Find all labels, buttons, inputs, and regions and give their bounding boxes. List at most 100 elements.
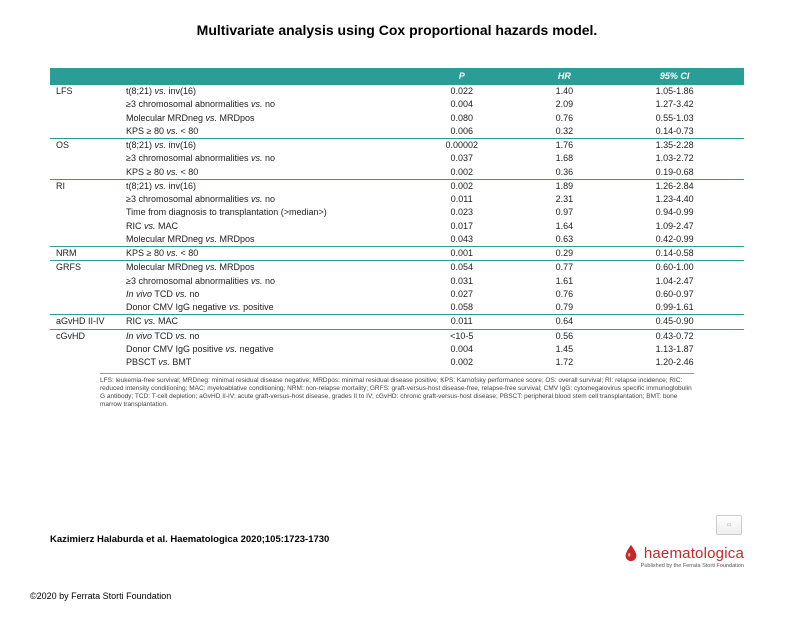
group-label <box>50 233 120 247</box>
cell-hr: 1.76 <box>523 139 605 153</box>
table-row: NRMKPS ≥ 80 vs. < 800.0010.290.14-0.58 <box>50 247 744 261</box>
variable-desc: Donor CMV IgG negative vs. positive <box>120 301 400 315</box>
cell-p: 0.037 <box>400 152 523 165</box>
copyright-text: ©2020 by Ferrata Storti Foundation <box>30 591 171 601</box>
cell-ci: 1.35-2.28 <box>605 139 744 153</box>
cell-ci: 1.27-3.42 <box>605 98 744 111</box>
group-label <box>50 288 120 301</box>
group-label <box>50 301 120 315</box>
table-row: OSt(8;21) vs. inv(16)0.000021.761.35-2.2… <box>50 139 744 153</box>
group-label <box>50 206 120 219</box>
cell-p: 0.004 <box>400 343 523 356</box>
cell-p: 0.027 <box>400 288 523 301</box>
group-label <box>50 98 120 111</box>
group-label <box>50 193 120 206</box>
cell-p: 0.011 <box>400 315 523 329</box>
variable-desc: RIC vs. MAC <box>120 315 400 329</box>
cell-ci: 0.60-0.97 <box>605 288 744 301</box>
col-variable <box>120 68 400 85</box>
table-row: aGvHD II-IVRIC vs. MAC0.0110.640.45-0.90 <box>50 315 744 329</box>
cell-ci: 1.05-1.86 <box>605 85 744 99</box>
variable-desc: Molecular MRDneg vs. MRDpos <box>120 112 400 125</box>
group-label <box>50 112 120 125</box>
citation-text: Kazimierz Halaburda et al. Haematologica… <box>50 534 330 545</box>
variable-desc: Donor CMV IgG positive vs. negative <box>120 343 400 356</box>
journal-badge-icon: ▭ <box>716 515 742 535</box>
group-label <box>50 356 120 369</box>
variable-desc: KPS ≥ 80 vs. < 80 <box>120 166 400 180</box>
variable-desc: t(8;21) vs. inv(16) <box>120 85 400 99</box>
variable-desc: RIC vs. MAC <box>120 220 400 233</box>
cell-p: 0.017 <box>400 220 523 233</box>
group-label <box>50 152 120 165</box>
table-row: KPS ≥ 80 vs. < 800.0020.360.19-0.68 <box>50 166 744 180</box>
variable-desc: t(8;21) vs. inv(16) <box>120 139 400 153</box>
cell-p: 0.002 <box>400 179 523 193</box>
variable-desc: KPS ≥ 80 vs. < 80 <box>120 125 400 139</box>
cell-hr: 0.64 <box>523 315 605 329</box>
logo-main: haematologica <box>622 544 744 562</box>
cell-hr: 0.79 <box>523 301 605 315</box>
table-header-row: P HR 95% CI <box>50 68 744 85</box>
variable-desc: ≥3 chromosomal abnormalities vs. no <box>120 193 400 206</box>
cell-ci: 1.23-4.40 <box>605 193 744 206</box>
cell-p: 0.080 <box>400 112 523 125</box>
cell-p: 0.022 <box>400 85 523 99</box>
cell-p: 0.031 <box>400 275 523 288</box>
cell-hr: 0.36 <box>523 166 605 180</box>
table-row: ≥3 chromosomal abnormalities vs. no0.011… <box>50 193 744 206</box>
group-label <box>50 125 120 139</box>
cell-ci: 1.26-2.84 <box>605 179 744 193</box>
results-table-container: P HR 95% CI LFSt(8;21) vs. inv(16)0.0221… <box>50 68 744 408</box>
cell-hr: 2.31 <box>523 193 605 206</box>
col-ci: 95% CI <box>605 68 744 85</box>
variable-desc: ≥3 chromosomal abnormalities vs. no <box>120 275 400 288</box>
logo-subtitle: Published by the Ferrata Storti Foundati… <box>641 563 744 569</box>
table-row: Donor CMV IgG positive vs. negative0.004… <box>50 343 744 356</box>
group-label: NRM <box>50 247 120 261</box>
group-label <box>50 220 120 233</box>
table-row: GRFSMolecular MRDneg vs. MRDpos0.0540.77… <box>50 261 744 275</box>
variable-desc: Molecular MRDneg vs. MRDpos <box>120 261 400 275</box>
variable-desc: Molecular MRDneg vs. MRDpos <box>120 233 400 247</box>
cell-hr: 1.64 <box>523 220 605 233</box>
cell-p: 0.00002 <box>400 139 523 153</box>
group-label: RI <box>50 179 120 193</box>
cell-p: 0.004 <box>400 98 523 111</box>
table-row: Donor CMV IgG negative vs. positive0.058… <box>50 301 744 315</box>
col-p: P <box>400 68 523 85</box>
cell-hr: 1.40 <box>523 85 605 99</box>
cell-ci: 0.43-0.72 <box>605 329 744 343</box>
cell-ci: 0.14-0.73 <box>605 125 744 139</box>
table-row: KPS ≥ 80 vs. < 800.0060.320.14-0.73 <box>50 125 744 139</box>
cell-p: 0.002 <box>400 356 523 369</box>
cell-hr: 0.97 <box>523 206 605 219</box>
slide-title: Multivariate analysis using Cox proporti… <box>150 22 644 38</box>
cell-hr: 0.29 <box>523 247 605 261</box>
cell-p: 0.023 <box>400 206 523 219</box>
cell-hr: 1.61 <box>523 275 605 288</box>
cell-ci: 1.03-2.72 <box>605 152 744 165</box>
variable-desc: ≥3 chromosomal abnormalities vs. no <box>120 98 400 111</box>
table-row: Molecular MRDneg vs. MRDpos0.0800.760.55… <box>50 112 744 125</box>
cell-p: 0.043 <box>400 233 523 247</box>
variable-desc: In vivo TCD vs. no <box>120 288 400 301</box>
variable-desc: In vivo TCD vs. no <box>120 329 400 343</box>
results-table: P HR 95% CI LFSt(8;21) vs. inv(16)0.0221… <box>50 68 744 369</box>
cell-p: 0.058 <box>400 301 523 315</box>
table-row: In vivo TCD vs. no0.0270.760.60-0.97 <box>50 288 744 301</box>
cell-ci: 1.09-2.47 <box>605 220 744 233</box>
cell-hr: 1.72 <box>523 356 605 369</box>
variable-desc: Time from diagnosis to transplantation (… <box>120 206 400 219</box>
group-label: aGvHD II-IV <box>50 315 120 329</box>
cell-hr: 0.76 <box>523 112 605 125</box>
cell-hr: 0.56 <box>523 329 605 343</box>
cell-p: 0.001 <box>400 247 523 261</box>
cell-hr: 0.76 <box>523 288 605 301</box>
variable-desc: KPS ≥ 80 vs. < 80 <box>120 247 400 261</box>
table-body: LFSt(8;21) vs. inv(16)0.0221.401.05-1.86… <box>50 85 744 370</box>
table-row: RIC vs. MAC0.0171.641.09-2.47 <box>50 220 744 233</box>
cell-ci: 0.14-0.58 <box>605 247 744 261</box>
cell-ci: 0.55-1.03 <box>605 112 744 125</box>
group-label: cGvHD <box>50 329 120 343</box>
